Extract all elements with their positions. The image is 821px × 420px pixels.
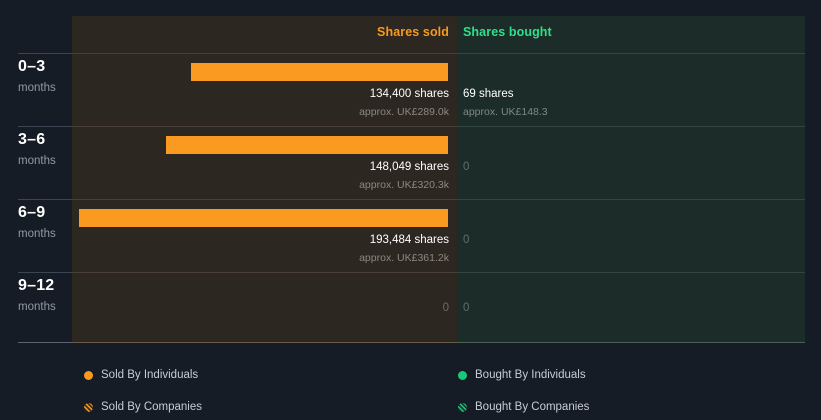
row-label: 9–12 months: [18, 277, 68, 314]
hatched-circle-green-icon: [458, 402, 467, 412]
header-divider: [18, 53, 805, 54]
bought-value: 0: [463, 234, 470, 246]
row-range-label: 3–6: [18, 131, 46, 148]
bought-subvalue: approx. UK£148.3: [463, 106, 548, 118]
row-label: 3–6 months: [18, 131, 68, 168]
chart-header: Shares sold Shares bought: [0, 16, 821, 54]
legend-item-sold-by-companies[interactable]: Sold By Companies: [84, 401, 202, 413]
row-label: 6–9 months: [18, 204, 68, 241]
bought-column-band: [457, 16, 805, 342]
shares-sold-header: Shares sold: [377, 25, 449, 39]
sold-bar[interactable]: [79, 209, 448, 227]
table-row[interactable]: 3–6 months 148,049 shares approx. UK£320…: [0, 131, 821, 199]
row-unit-label: months: [18, 155, 56, 167]
row-divider-2: [18, 199, 805, 200]
solid-circle-green-icon: [458, 370, 467, 380]
hatched-circle-orange-icon: [84, 402, 93, 412]
sold-value: 0: [442, 302, 449, 314]
row-label: 0–3 months: [18, 58, 68, 95]
sold-subvalue: approx. UK£320.3k: [359, 179, 449, 191]
row-divider-3: [18, 272, 805, 273]
legend-label: Bought By Companies: [475, 401, 590, 413]
legend-item-sold-by-individuals[interactable]: Sold By Individuals: [84, 369, 198, 381]
bought-value: 0: [463, 161, 470, 173]
row-range-label: 0–3: [18, 58, 46, 75]
legend-label: Sold By Companies: [101, 401, 202, 413]
chart-legend: Sold By Individuals Bought By Individual…: [0, 360, 821, 420]
table-row[interactable]: 9–12 months 0 0: [0, 277, 821, 342]
table-row[interactable]: 6–9 months 193,484 shares approx. UK£361…: [0, 204, 821, 272]
row-divider-1: [18, 126, 805, 127]
legend-item-bought-by-individuals[interactable]: Bought By Individuals: [458, 369, 586, 381]
row-unit-label: months: [18, 228, 56, 240]
legend-label: Bought By Individuals: [475, 369, 586, 381]
legend-label: Sold By Individuals: [101, 369, 199, 381]
sold-subvalue: approx. UK£361.2k: [359, 252, 449, 264]
sold-value: 193,484 shares: [369, 234, 449, 246]
shares-bought-header: Shares bought: [463, 25, 552, 39]
row-unit-label: months: [18, 301, 56, 313]
sold-bar[interactable]: [191, 63, 448, 81]
sold-subvalue: approx. UK£289.0k: [359, 106, 449, 118]
bought-value: 0: [463, 302, 470, 314]
sold-value: 134,400 shares: [369, 88, 449, 100]
row-range-label: 9–12: [18, 277, 55, 294]
bought-value: 69 shares: [463, 88, 514, 100]
row-unit-label: months: [18, 82, 56, 94]
row-range-label: 6–9: [18, 204, 46, 221]
sold-value: 148,049 shares: [369, 161, 449, 173]
chart-bottom-rule: [18, 342, 805, 343]
solid-circle-orange-icon: [84, 370, 93, 380]
legend-item-bought-by-companies[interactable]: Bought By Companies: [458, 401, 589, 413]
table-row[interactable]: 0–3 months 134,400 shares approx. UK£289…: [0, 58, 821, 126]
sold-bar[interactable]: [166, 136, 448, 154]
